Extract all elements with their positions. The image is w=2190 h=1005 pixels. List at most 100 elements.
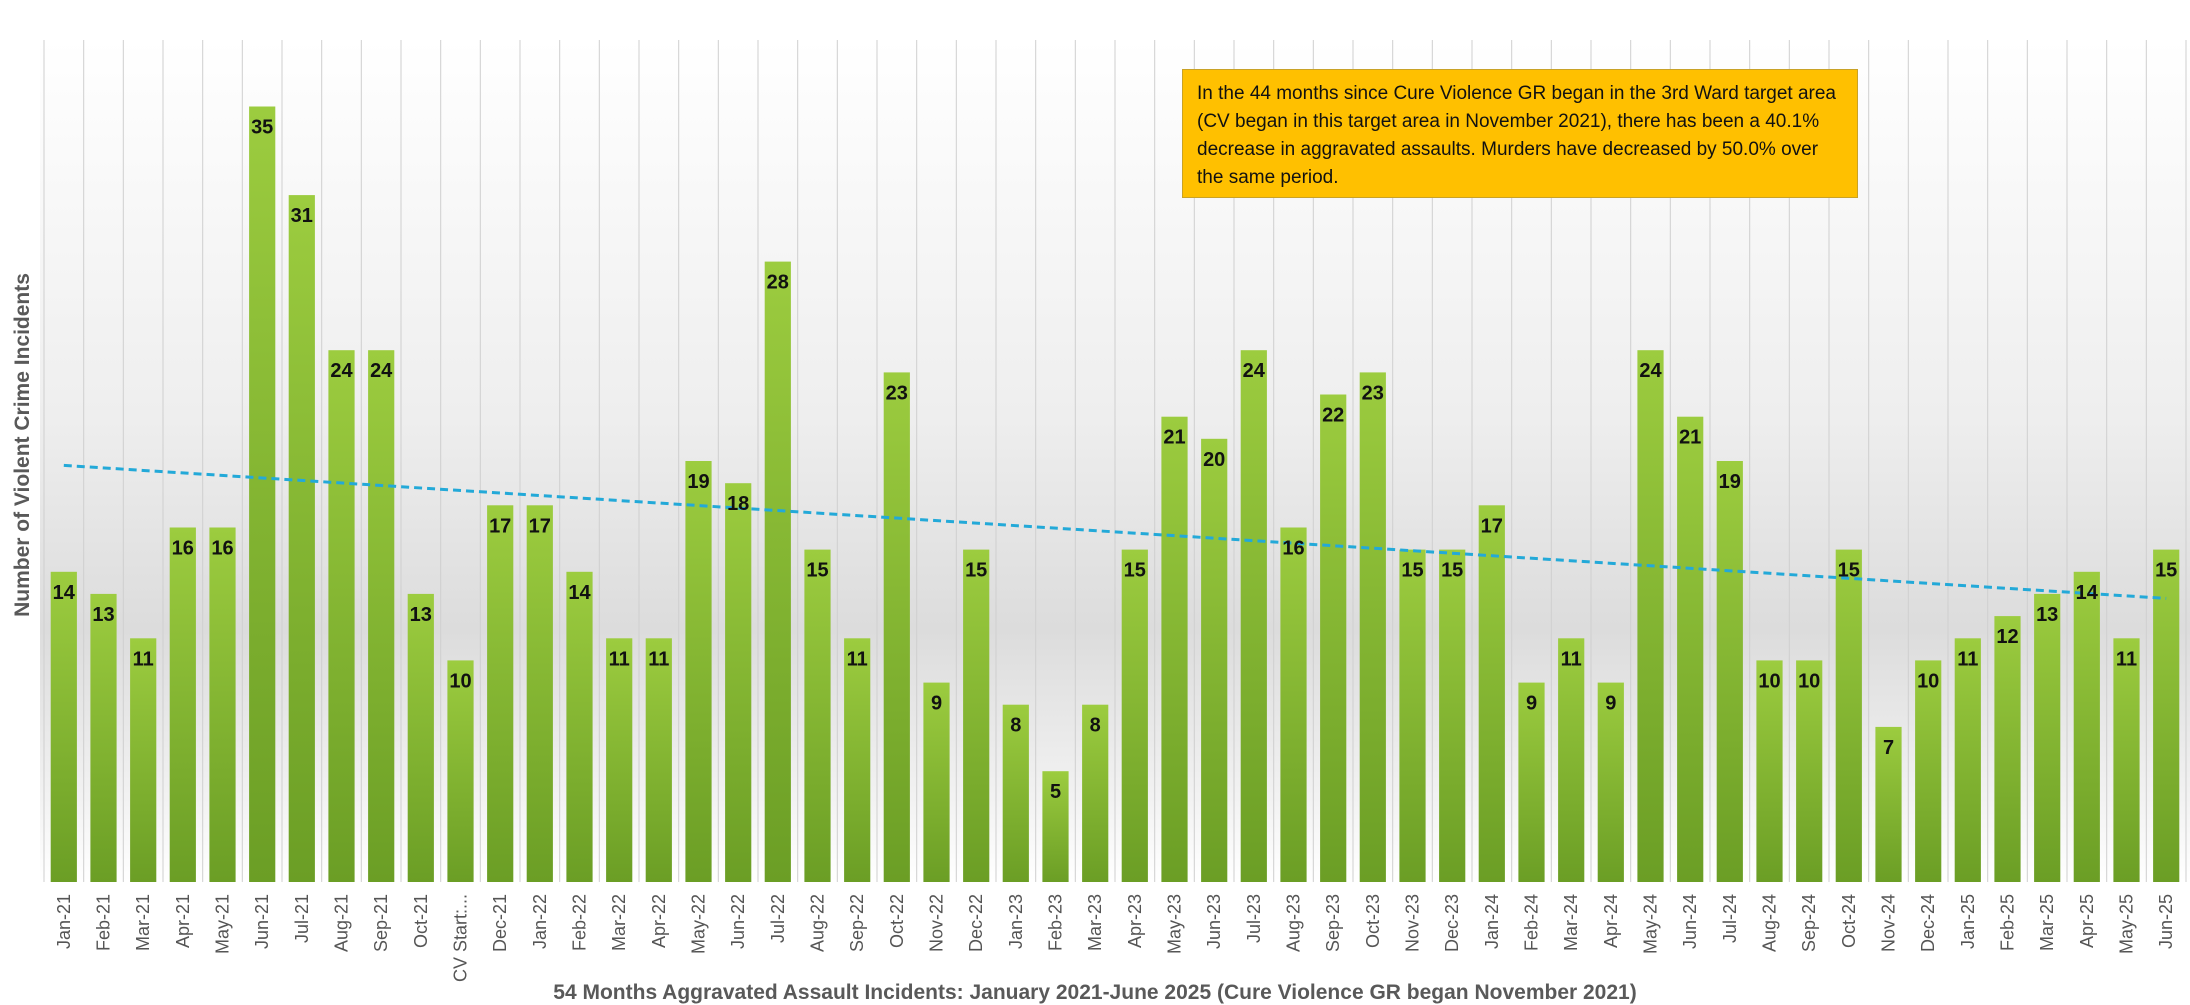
x-tick-label: May-22: [689, 894, 709, 954]
x-tick-label: Jul-21: [292, 894, 312, 943]
x-tick-label: Oct-23: [1363, 894, 1383, 948]
bar: [606, 638, 633, 882]
data-label: 23: [886, 382, 908, 404]
x-tick-label: Apr-21: [173, 894, 193, 948]
bar: [169, 527, 196, 882]
bar: [1954, 638, 1981, 882]
x-tick-label: Jun-25: [2156, 894, 2176, 949]
data-label: 15: [2155, 560, 2177, 582]
x-tick-label: Oct-21: [411, 894, 431, 948]
bar: [1915, 660, 1942, 882]
data-label: 9: [1605, 693, 1616, 715]
data-label: 19: [1719, 471, 1741, 493]
trendline-layer: [63, 463, 2167, 600]
x-tick-label: Feb-24: [1522, 894, 1542, 951]
gridlines: [43, 40, 2187, 882]
data-label: 7: [1883, 737, 1894, 759]
bar: [526, 505, 553, 882]
x-tick-label: Aug-24: [1760, 894, 1780, 952]
x-tick-label: Apr-23: [1125, 894, 1145, 948]
data-label: 11: [1561, 648, 1582, 670]
x-tick-label: Jan-23: [1006, 894, 1026, 949]
data-label: 10: [1798, 670, 1820, 692]
data-label: 17: [489, 515, 511, 537]
bar: [249, 106, 276, 882]
x-tick-label: Aug-23: [1284, 894, 1304, 952]
data-label: 15: [1838, 560, 1860, 582]
bar: [50, 571, 77, 882]
data-label: 17: [529, 515, 551, 537]
bar: [288, 195, 315, 883]
bar: [844, 638, 871, 882]
data-label: 15: [965, 560, 987, 582]
bar: [923, 682, 950, 882]
x-tick-label: Dec-23: [1442, 894, 1462, 952]
bar: [1478, 505, 1505, 882]
data-label: 15: [1441, 560, 1463, 582]
data-label: 8: [1010, 715, 1021, 737]
bar: [685, 461, 712, 882]
data-label: 14: [53, 582, 76, 604]
bar: [1002, 704, 1029, 882]
x-tick-label: Sep-23: [1323, 894, 1343, 952]
data-label: 17: [1481, 515, 1503, 537]
bars: [50, 106, 2180, 883]
x-tick-label: Nov-24: [1879, 894, 1899, 952]
bar: [1677, 416, 1704, 882]
x-tick-label: Apr-25: [2077, 894, 2097, 948]
data-label: 21: [1679, 427, 1701, 449]
x-tick-label: Apr-24: [1601, 894, 1621, 948]
bar: [883, 372, 910, 882]
x-tick-label: Jan-24: [1482, 894, 1502, 949]
data-label: 10: [1758, 670, 1780, 692]
x-axis-ticks: Jan-21 Feb-21 Mar-21 Apr-21 May-21 Jun-21 Jul-…: [54, 894, 2176, 982]
bar: [1796, 660, 1823, 882]
x-tick-label: Nov-22: [927, 894, 947, 952]
y-axis-title: Number of Violent Crime Incidents: [11, 273, 34, 617]
data-label: 13: [2036, 604, 2058, 626]
x-axis-title: 54 Months Aggravated Assault Incidents: …: [553, 981, 1636, 1004]
data-label: 10: [449, 670, 471, 692]
data-label: 35: [251, 117, 273, 139]
bar: [725, 483, 752, 882]
x-tick-label: Dec-24: [1918, 894, 1938, 952]
data-label: 11: [648, 648, 669, 670]
x-tick-label: Feb-23: [1046, 894, 1066, 951]
data-label: 5: [1050, 781, 1061, 803]
data-label: 16: [1282, 538, 1304, 560]
data-label: 9: [1526, 693, 1537, 715]
x-tick-label: Mar-25: [2037, 894, 2057, 951]
x-tick-label: Mar-22: [609, 894, 629, 951]
data-label: 20: [1203, 449, 1225, 471]
data-label: 15: [1401, 560, 1423, 582]
x-tick-label: Dec-21: [490, 894, 510, 952]
data-label: 16: [211, 538, 233, 560]
bar: [1835, 549, 1862, 882]
x-tick-label: Apr-22: [649, 894, 669, 948]
bar: [1320, 394, 1347, 882]
bar: [90, 593, 117, 882]
x-tick-label: Jan-22: [530, 894, 550, 949]
x-tick-label: Sep-24: [1799, 894, 1819, 952]
data-label: 13: [92, 604, 114, 626]
bar: [566, 571, 593, 882]
x-tick-label: Dec-22: [966, 894, 986, 952]
data-label: 11: [1957, 648, 1978, 670]
data-label: 24: [1639, 360, 1662, 382]
data-label: 9: [931, 693, 942, 715]
data-label: 14: [568, 582, 591, 604]
x-tick-label: May-21: [213, 894, 233, 954]
data-label: 15: [1124, 560, 1146, 582]
x-tick-label: Jun-21: [252, 894, 272, 949]
bar: [1439, 549, 1466, 882]
bar: [1280, 527, 1307, 882]
data-label: 8: [1090, 715, 1101, 737]
bar: [1201, 438, 1228, 882]
x-tick-label: Aug-21: [332, 894, 352, 952]
x-tick-label: Nov-23: [1403, 894, 1423, 952]
data-label: 22: [1322, 405, 1344, 427]
bar: [2073, 571, 2100, 882]
x-tick-label: Feb-25: [1998, 894, 2018, 951]
bar: [1756, 660, 1783, 882]
x-tick-label: Oct-22: [887, 894, 907, 948]
